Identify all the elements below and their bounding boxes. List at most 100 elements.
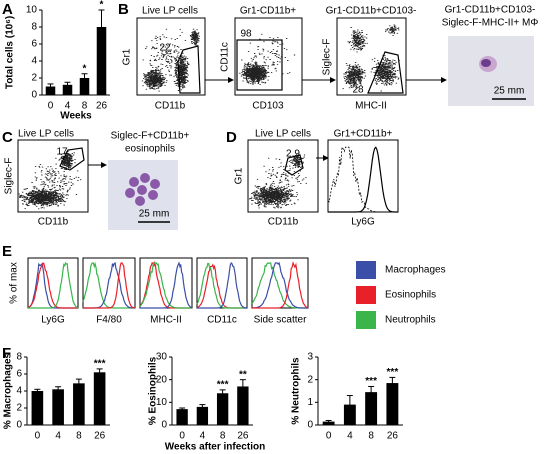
x-tick-label: 26 [387, 431, 399, 442]
dot-cloud [342, 24, 400, 92]
x-tick-label: 4 [200, 431, 206, 442]
dot-cloud [248, 153, 308, 209]
gate-value: 28 [352, 85, 364, 96]
plot-title: Gr1-CD11b+CD103- [326, 6, 417, 17]
dot-cloud [18, 150, 82, 210]
x-tick-label: 4 [55, 431, 61, 442]
axis-label: CD11c [207, 315, 237, 326]
significance: *** [387, 367, 399, 378]
y-tick-label: 0 [307, 420, 313, 431]
x-tick-label: 8 [368, 431, 374, 442]
x-tick-label: 8 [220, 431, 226, 442]
bar [176, 409, 188, 425]
legend-swatch [356, 261, 376, 279]
y-tick-label: 8 [31, 22, 37, 33]
scale-label: 25 mm [139, 209, 170, 220]
image-title: eosinophils [125, 144, 175, 155]
x-tick-label: 0 [48, 101, 54, 112]
x-axis-label: Weeks [60, 111, 92, 122]
panel-label: A [2, 1, 13, 18]
x-tick-label: 0 [35, 431, 41, 442]
histogram-curve [83, 262, 136, 309]
gate [177, 45, 201, 94]
cells [125, 173, 160, 206]
legend-label: Eosinophils [385, 290, 436, 301]
image-title: Siglec-F+CD11b+ [111, 131, 190, 142]
scale-label: 25 mm [494, 86, 525, 97]
panel-label: F [2, 345, 11, 362]
bar [365, 392, 378, 425]
y-axis-label: % Neutrophils [291, 357, 302, 425]
axis-label: Siglec-F [322, 39, 333, 76]
histogram-plot [196, 257, 248, 309]
x-tick-label: 0 [326, 431, 332, 442]
histogram-curve [139, 262, 192, 309]
y-tick-label: 20 [156, 374, 168, 385]
y-tick-label: 2 [31, 73, 37, 84]
micrograph [108, 160, 178, 230]
y-tick-label: 6 [31, 39, 37, 50]
axis-label: F4/80 [96, 315, 122, 326]
x-axis-label: Weeks after infection [165, 442, 265, 453]
histogram-curve [197, 262, 248, 309]
bar [45, 86, 56, 95]
plot-title: Gr1+CD11b+ [334, 129, 393, 140]
axis-label: CD11b [268, 217, 299, 228]
significance: * [83, 63, 87, 74]
plot-title: Live LP cells [255, 129, 311, 140]
plot-title: Live LP cells [142, 6, 198, 17]
legend-swatch [356, 286, 376, 304]
histogram-curve [252, 260, 309, 309]
x-tick-label: 26 [96, 101, 108, 112]
bar [52, 389, 64, 425]
bar [73, 383, 85, 425]
gate-value: 98 [240, 29, 252, 40]
x-tick-label: 8 [76, 431, 82, 442]
gate [236, 39, 283, 91]
bar [386, 383, 399, 425]
x-tick-label: 26 [94, 431, 106, 442]
axis-label: CD11b [155, 101, 186, 112]
y-tick-label: 4 [16, 386, 22, 397]
y-tick-label: 0 [31, 90, 37, 101]
significance: ** [239, 369, 247, 380]
flow-plot [247, 139, 319, 213]
significance: * [100, 0, 104, 11]
significance: *** [365, 376, 377, 387]
histogram-curve [140, 261, 193, 309]
gate-value: 22 [159, 43, 171, 54]
panel-label: E [2, 243, 12, 260]
image-title: Siglec-F-MHC-II+ MΦ [442, 18, 539, 29]
axis-label: Ly6G [351, 217, 375, 228]
cell-nucleus [481, 59, 491, 67]
bar [237, 386, 249, 425]
bar [62, 84, 73, 95]
dot-cloud [239, 33, 296, 85]
bar [196, 406, 209, 425]
histogram-curve [196, 262, 247, 309]
bar [79, 78, 90, 95]
y-tick-label: 1 [307, 397, 313, 408]
plot-title: Live LP cells [18, 129, 74, 140]
plot-title: Gr1-CD11b+ [240, 6, 296, 17]
panel-label: B [118, 1, 129, 18]
y-tick-label: 2 [16, 403, 22, 414]
bar [216, 393, 229, 425]
x-tick-label: 4 [347, 431, 353, 442]
image-title: Gr1-CD11b+CD103- [445, 5, 536, 16]
axis-label: CD11c [220, 42, 231, 72]
axis-label: CD11b [38, 217, 69, 228]
legend-swatch [356, 311, 376, 329]
flow-plot [234, 17, 303, 96]
panel-label: C [2, 129, 13, 146]
axis-label: % of max [9, 262, 20, 304]
y-tick-label: 10 [156, 397, 168, 408]
x-tick-label: 8 [82, 101, 88, 112]
bar [96, 27, 107, 95]
axis-label: Ly6G [41, 315, 65, 326]
legend-label: Neutrophils [385, 315, 436, 326]
y-tick-label: 10 [26, 5, 38, 16]
gate-value: 2.9 [286, 149, 300, 160]
gate [367, 51, 404, 94]
